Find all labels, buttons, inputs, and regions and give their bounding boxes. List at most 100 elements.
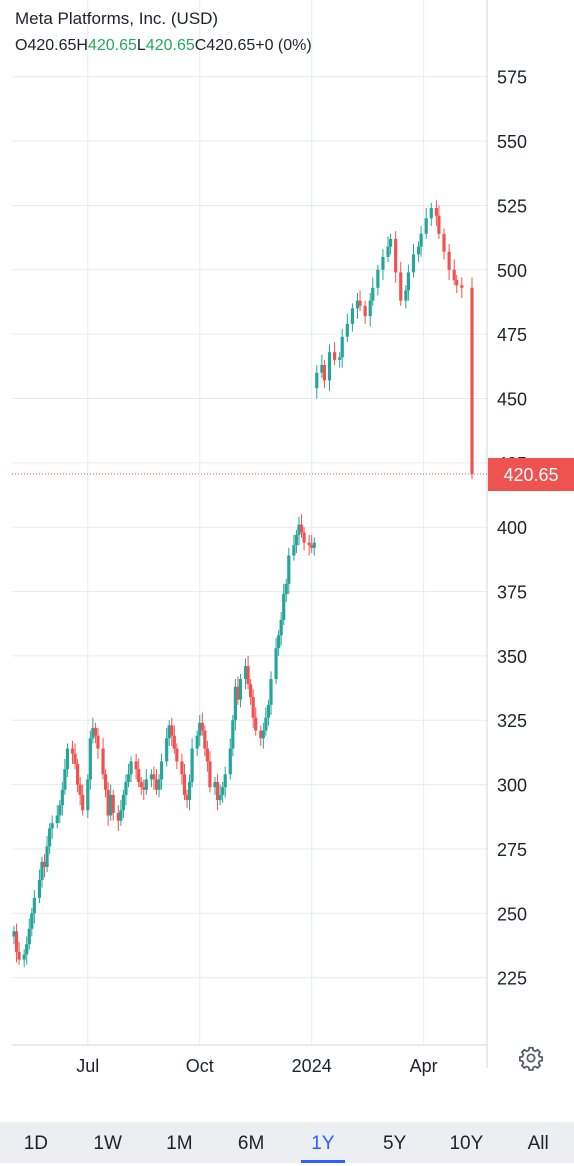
candle-body — [45, 846, 49, 867]
settings-gear-icon[interactable] — [518, 1045, 544, 1071]
y-tick-label: 325 — [497, 711, 527, 731]
candle-body — [58, 805, 62, 816]
candle-body — [447, 251, 451, 270]
candle-body — [411, 254, 416, 273]
candle-body — [238, 679, 243, 700]
candle-body — [119, 810, 123, 821]
candle-body — [50, 823, 54, 829]
y-tick-label: 300 — [497, 776, 527, 796]
timeframe-tabs: 1D 1W 1M 6M 1Y 5Y 10Y All — [0, 1122, 574, 1163]
candle-body — [152, 774, 156, 780]
candle-body — [246, 666, 250, 685]
y-tick-label: 525 — [497, 196, 527, 216]
candle-body — [91, 727, 95, 739]
price-chart[interactable]: 2252502753003253503754004254504755005255… — [0, 0, 574, 1120]
candle-body — [30, 913, 34, 929]
candle-body — [381, 256, 385, 270]
candle-body — [121, 794, 126, 811]
candle-body — [42, 861, 47, 867]
candle-body — [340, 336, 344, 358]
tab-1y[interactable]: 1Y — [287, 1122, 359, 1163]
candle-body — [175, 748, 179, 762]
tab-1d[interactable]: 1D — [23, 1133, 49, 1154]
last-price-tag — [488, 458, 574, 492]
candle-body — [165, 738, 169, 762]
candle-body — [142, 787, 146, 790]
candle-body — [195, 735, 199, 749]
ohlc-readout: O420.65H420.65L420.65C420.65+0 (0%) — [15, 37, 312, 55]
candle-body — [170, 725, 174, 736]
y-tick-label: 275 — [497, 840, 527, 860]
candle-body — [22, 954, 26, 960]
candle-body — [63, 769, 67, 790]
candle-body — [388, 238, 393, 247]
candle-body — [277, 635, 281, 649]
candle-body — [442, 233, 446, 252]
candle-body — [470, 287, 474, 475]
candle-body — [338, 357, 342, 360]
tab-1w[interactable]: 1W — [93, 1133, 122, 1154]
candle-body — [203, 730, 207, 749]
candle-body — [406, 272, 410, 291]
y-tick-label: 550 — [497, 132, 527, 152]
y-tick-label: 375 — [497, 583, 527, 603]
candle-body — [17, 951, 21, 960]
y-tick-label: 450 — [497, 389, 527, 409]
candle-body — [424, 218, 428, 234]
high-label: H — [76, 37, 88, 54]
candle-body — [180, 761, 184, 775]
tab-1m[interactable]: 1M — [166, 1133, 193, 1154]
candle-body — [416, 246, 421, 255]
candle-body — [261, 730, 265, 739]
candle-body — [299, 524, 304, 533]
candle-body — [243, 666, 248, 680]
candle-body — [185, 794, 189, 801]
candle-body — [27, 928, 31, 945]
candle-body — [320, 365, 324, 373]
candle-body — [40, 861, 44, 880]
candle-body — [32, 897, 36, 914]
candle-body — [157, 779, 161, 790]
candle-body — [315, 372, 319, 389]
candle-body — [12, 931, 16, 937]
y-tick-label: 350 — [497, 647, 527, 667]
candle-body — [55, 815, 59, 824]
candle-body — [386, 246, 390, 257]
candle-body — [399, 272, 403, 301]
candle-body — [429, 208, 433, 219]
candle-body — [86, 779, 90, 811]
candle-body — [139, 782, 143, 788]
tab-10y[interactable]: 10Y — [449, 1133, 484, 1154]
candle-body — [213, 782, 217, 788]
candle-body — [419, 233, 423, 247]
tab-6m[interactable]: 6M — [237, 1133, 265, 1154]
candle-body — [236, 686, 240, 700]
candle-body — [144, 779, 148, 790]
candle-body — [371, 287, 375, 301]
candle-body — [452, 269, 456, 281]
candle-body — [116, 812, 120, 821]
candle-body — [167, 725, 171, 739]
candle-body — [205, 748, 209, 762]
open-value: 420.65 — [27, 37, 77, 54]
candle-body — [455, 280, 459, 286]
candle-body — [327, 352, 332, 381]
candle-body — [25, 944, 29, 955]
y-tick-label: 250 — [497, 904, 527, 924]
candle-body — [274, 648, 278, 680]
tab-5y[interactable]: 5Y — [383, 1133, 407, 1154]
candle-body — [394, 238, 398, 273]
candle-body — [218, 794, 222, 801]
candle-body — [215, 782, 220, 801]
y-tick-label: 575 — [497, 68, 527, 88]
candle-body — [88, 738, 92, 780]
x-tick-label: Oct — [186, 1056, 214, 1076]
candle-body — [198, 722, 202, 736]
tab-all[interactable]: All — [527, 1133, 549, 1154]
y-tick-label: 475 — [497, 325, 527, 345]
candle-body — [358, 300, 362, 306]
candle-body — [208, 761, 212, 788]
candle-body — [73, 753, 77, 765]
candle-body — [355, 300, 360, 309]
candle-body — [292, 545, 296, 556]
